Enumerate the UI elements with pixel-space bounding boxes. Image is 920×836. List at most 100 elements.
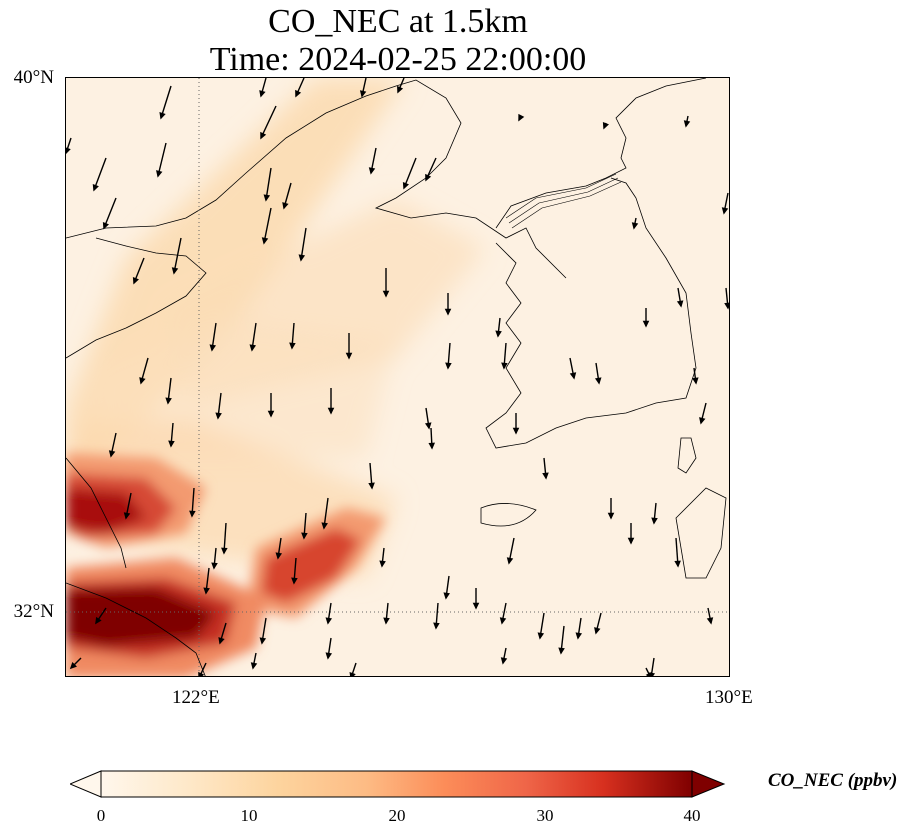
- wind-arrow-head: [69, 661, 78, 670]
- wind-arrow-head: [692, 377, 699, 385]
- wind-arrow-head: [402, 181, 409, 190]
- wind-arrow-head: [721, 207, 729, 215]
- map-canvas: [66, 78, 729, 676]
- wind-arrow: [403, 157, 417, 189]
- wind-arrow-head: [368, 482, 375, 490]
- wind-arrow-head: [445, 362, 452, 370]
- wind-arrow-head: [428, 442, 436, 450]
- wind-arrow-head: [259, 90, 266, 98]
- colorbar-tick-0: 0: [96, 806, 106, 825]
- wind-arrow-head: [221, 547, 228, 555]
- wind-arrow-head: [263, 194, 271, 202]
- wind-arrow-head: [495, 330, 502, 338]
- wind-arrow-head: [139, 377, 146, 385]
- wind-arrow-head: [325, 652, 333, 660]
- wind-arrow-head: [289, 342, 296, 350]
- high-concentration-plume: [66, 453, 386, 676]
- wind-arrow-head: [575, 632, 583, 640]
- wind-arrow-head: [171, 267, 179, 275]
- colorbar-max-extend: [691, 770, 726, 798]
- wind-arrow: [103, 197, 117, 229]
- wind-arrow-head: [444, 308, 452, 316]
- wind-arrow-head: [368, 167, 376, 175]
- wind-arrow-head: [627, 537, 635, 545]
- wind-arrow-head: [282, 202, 289, 210]
- wind-arrow-head: [209, 344, 217, 352]
- wind-arrow: [157, 142, 167, 177]
- wind-arrow-head: [382, 290, 390, 298]
- wind-arrow-head: [159, 112, 166, 120]
- wind-arrow: [265, 167, 272, 201]
- colorbar-label: CO_NEC (ppbv): [768, 770, 898, 791]
- wind-arrow-head: [295, 89, 302, 98]
- map-panel: [65, 77, 730, 677]
- map-time-subtitle: Time: 2024-02-25 22:00:00: [209, 41, 587, 78]
- wind-arrow-head: [203, 587, 210, 595]
- wind-arrow-head: [676, 300, 684, 308]
- country-border: [505, 173, 622, 229]
- wind-arrow-head: [542, 472, 549, 480]
- wind-arrow-head: [651, 517, 658, 525]
- wind-arrow-head: [156, 170, 163, 178]
- wind-arrow-head: [198, 671, 205, 676]
- wind-arrow-head: [92, 183, 99, 192]
- wind-arrow: [173, 237, 182, 274]
- wind-arrow-head: [683, 120, 691, 128]
- wind-arrow-head: [642, 320, 650, 328]
- wind-arrow-head: [132, 276, 139, 285]
- wind-arrow-head: [674, 560, 681, 568]
- coastlines: [66, 78, 727, 676]
- wind-arrow-head: [189, 510, 196, 518]
- wind-arrow-head: [66, 147, 71, 155]
- wind-arrow-head: [102, 221, 109, 230]
- wind-arrow-head: [95, 616, 102, 625]
- colorbar-gradient: [100, 770, 693, 798]
- wind-arrow: [645, 667, 651, 676]
- wind-arrow-head: [501, 362, 508, 370]
- wind-arrow-head: [359, 90, 367, 98]
- wind-arrow: [300, 227, 307, 261]
- lat-tick-32N: 32°N: [13, 601, 54, 622]
- wind-arrow-head: [518, 113, 525, 122]
- wind-arrow-head: [569, 372, 577, 380]
- wind-arrow-head: [108, 450, 116, 458]
- wind-arrow-head: [706, 617, 714, 625]
- colorbar-tick-10: 10: [240, 806, 258, 825]
- wind-arrow-head: [424, 422, 432, 430]
- wind-arrow-head: [558, 647, 565, 655]
- wind-arrow: [160, 85, 172, 119]
- wind-arrow-head: [379, 560, 386, 568]
- wind-arrow-head: [275, 552, 283, 560]
- wind-arrow-head: [607, 512, 615, 520]
- wind-arrow-head: [325, 617, 333, 625]
- colorbar-tick-20: 20: [388, 806, 406, 825]
- wind-arrow-head: [261, 237, 269, 245]
- colorbar: [70, 770, 726, 798]
- wind-arrow-head: [506, 557, 514, 565]
- wind-arrow: [263, 207, 272, 244]
- map-title: CO_NEC at 1.5km: [268, 3, 528, 40]
- wind-arrow-head: [165, 397, 172, 405]
- wind-arrow-head: [259, 637, 267, 645]
- wind-arrow-head: [433, 622, 440, 630]
- wind-arrow-head: [443, 592, 450, 600]
- wind-arrow-head: [602, 121, 609, 130]
- wind-arrow-head: [215, 412, 222, 420]
- wind-arrow-head: [594, 627, 601, 635]
- wind-arrow-head: [267, 410, 275, 418]
- wind-arrow-head: [699, 417, 706, 425]
- wind-arrow-head: [249, 344, 257, 352]
- wind-arrow-head: [260, 131, 267, 140]
- wind-arrow-head: [383, 617, 390, 625]
- wind-arrow-head: [537, 632, 545, 640]
- wind-arrow-head: [301, 532, 308, 540]
- lat-tick-40N: 40°N: [13, 67, 54, 88]
- wind-arrow-head: [499, 617, 507, 625]
- colorbar-min-extend: [70, 770, 102, 798]
- wind-arrow-head: [648, 672, 656, 676]
- lon-tick-122E: 122°E: [172, 687, 220, 708]
- wind-vectors: [66, 78, 729, 676]
- wind-arrow-head: [327, 407, 335, 415]
- wind-arrow-head: [321, 522, 328, 530]
- wind-arrow-head: [397, 85, 404, 94]
